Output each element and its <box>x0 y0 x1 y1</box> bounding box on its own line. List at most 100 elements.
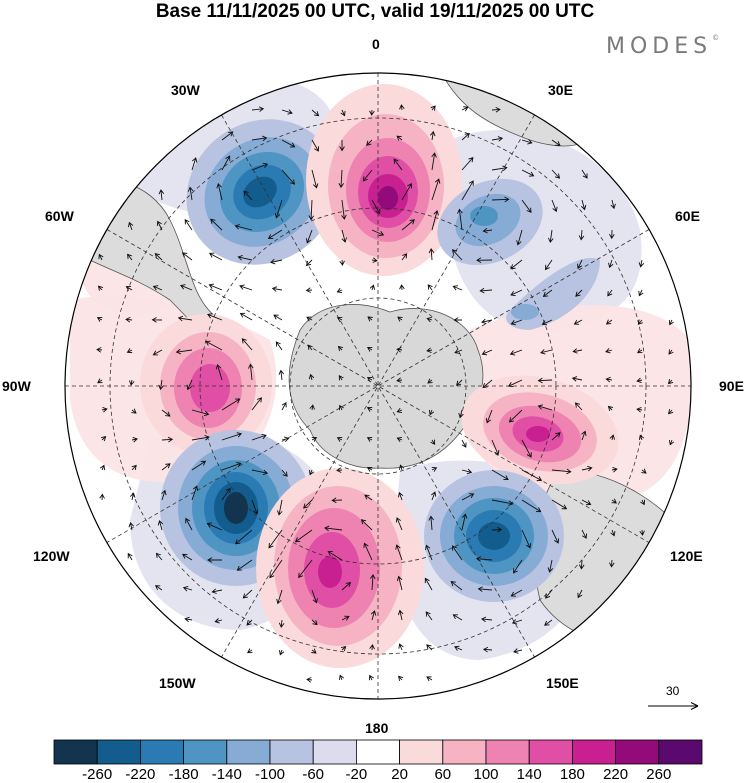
wind-vector <box>340 645 347 652</box>
wind-vector <box>640 499 646 506</box>
wind-vector <box>607 289 613 297</box>
wind-vector <box>551 139 561 146</box>
wind-vector <box>161 436 174 443</box>
wind-vector <box>180 284 193 291</box>
wind-vector <box>308 199 315 221</box>
wind-vector <box>431 152 437 171</box>
wind-vector <box>479 287 493 294</box>
wind-vector <box>341 229 347 243</box>
wind-vector <box>637 319 643 325</box>
wind-vector <box>399 284 405 291</box>
wind-vector <box>428 248 435 261</box>
lon-label-150w: 150W <box>159 675 196 691</box>
wind-vector <box>205 340 223 351</box>
wind-vector <box>129 492 136 501</box>
wind-vector <box>269 258 283 265</box>
wind-vector <box>239 312 253 321</box>
wind-vector <box>451 545 463 561</box>
wind-vector <box>424 577 433 591</box>
wind-vector <box>508 409 523 423</box>
wind-vector <box>461 439 467 448</box>
wind-vector <box>366 406 373 412</box>
wind-vector <box>281 436 290 442</box>
wind-vector <box>475 556 493 562</box>
wind-vector <box>126 348 133 354</box>
wind-vector <box>154 253 163 261</box>
wind-vector <box>337 345 344 352</box>
wind-vector <box>96 316 103 322</box>
wind-vector <box>308 373 315 381</box>
wind-vector <box>281 401 287 411</box>
wind-vector <box>303 499 313 509</box>
wind-vector <box>577 259 583 270</box>
colorbar-tick-label: 60 <box>434 766 452 783</box>
wind-vector <box>668 439 675 446</box>
wind-vector <box>251 433 267 441</box>
colorbar-tick-label: 220 <box>603 766 629 783</box>
wind-vector <box>551 199 558 213</box>
colorbar-tick-label: -100 <box>254 766 286 783</box>
wind-vector <box>101 407 108 413</box>
wind-vector <box>450 581 463 591</box>
wind-vector <box>551 529 560 544</box>
wind-vector <box>268 529 283 549</box>
wind-vector <box>453 317 463 323</box>
wind-vector <box>461 468 473 475</box>
wind-vector <box>638 259 645 268</box>
wind-vector <box>247 648 253 654</box>
wind-vector <box>239 284 253 291</box>
wind-vector <box>221 487 231 501</box>
wind-vector <box>541 319 553 326</box>
wind-vector <box>572 348 583 354</box>
wind-vector <box>191 409 210 417</box>
wind-vector <box>305 287 313 293</box>
wind-vector <box>207 557 223 563</box>
wind-vector <box>476 257 493 263</box>
wind-vector <box>273 314 283 321</box>
wind-vector <box>428 409 435 416</box>
wind-vector <box>574 402 583 411</box>
wind-vector <box>181 553 193 561</box>
wind-vector <box>360 519 373 531</box>
wind-vector <box>461 180 474 201</box>
wind-vector <box>275 341 283 351</box>
wind-vector <box>605 319 613 325</box>
wind-vector <box>581 169 588 179</box>
wind-vector <box>577 589 583 599</box>
wind-vector <box>396 135 403 141</box>
wind-vector <box>274 199 283 219</box>
wind-vector <box>236 559 253 571</box>
colorbar-swatch <box>269 739 314 765</box>
wind-vector <box>277 499 283 516</box>
wind-vector <box>544 619 553 626</box>
wind-vector <box>251 135 268 142</box>
wind-vector <box>241 338 253 351</box>
wind-vector <box>368 674 374 681</box>
wind-vector <box>611 498 617 504</box>
wind-vector <box>609 434 616 441</box>
wind-vector <box>155 552 163 561</box>
wind-vector <box>338 375 344 381</box>
wind-vector <box>551 169 561 179</box>
wind-vector <box>97 378 103 384</box>
wind-vector <box>243 190 253 201</box>
high-cell-west-of-antarctic-peninsula <box>140 314 272 454</box>
wind-vector <box>578 229 585 241</box>
wind-vector <box>278 619 285 628</box>
graticule <box>65 73 691 699</box>
wind-vector <box>341 581 352 591</box>
wind-vector <box>207 313 223 321</box>
wind-vector <box>431 178 441 201</box>
lon-label-60w: 60W <box>45 208 74 224</box>
wind-vector <box>221 398 241 411</box>
wind-vector <box>638 289 644 297</box>
wind-vector <box>396 436 403 443</box>
wind-vector <box>366 466 373 472</box>
wind-vector <box>426 316 433 323</box>
wind-vector <box>430 439 436 445</box>
lon-label-120e: 120E <box>670 548 703 564</box>
colorbar-swatch <box>528 739 573 765</box>
colorbar-swatch <box>485 739 530 765</box>
wind-vector <box>191 434 210 441</box>
